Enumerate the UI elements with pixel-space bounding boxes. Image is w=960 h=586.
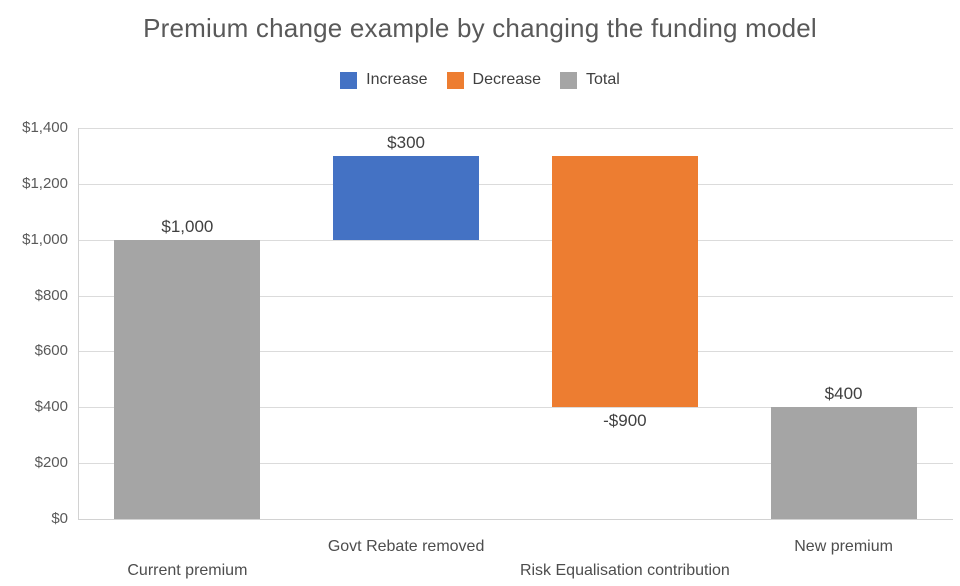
legend-swatch-decrease: [446, 71, 464, 89]
gridline: [78, 128, 953, 129]
legend-item-total: Total: [560, 71, 620, 89]
x-axis-line: [78, 519, 953, 520]
gridline: [78, 239, 953, 241]
legend-label: Decrease: [472, 71, 542, 88]
value-label: $1,000: [161, 216, 214, 236]
legend-label: Total: [586, 71, 620, 88]
category-label: Govt Rebate removed: [327, 538, 485, 555]
y-tick-label: $0: [51, 510, 68, 527]
category-label: Risk Equalisation contribution: [519, 562, 730, 579]
gridline: [78, 463, 953, 465]
category-label: New premium: [794, 538, 893, 555]
gridline: [78, 295, 953, 297]
gridline: [78, 407, 953, 409]
y-tick-label: $200: [34, 454, 68, 472]
bar-decrease: [551, 155, 698, 408]
gridline: [78, 351, 953, 353]
y-tick-label: $1,000: [22, 230, 68, 248]
bar-total: [114, 239, 261, 519]
y-tick-label: $1,400: [22, 119, 68, 136]
y-axis-line: [78, 128, 79, 519]
value-label: -$900: [603, 411, 647, 431]
legend-item-increase: Increase: [340, 71, 428, 89]
bar-increase: [333, 155, 480, 240]
legend: Increase Decrease Total: [0, 71, 960, 89]
chart-title: Premium change example by changing the f…: [143, 13, 817, 43]
legend-swatch-increase: [340, 71, 358, 89]
legend-item-decrease: Decrease: [446, 71, 542, 89]
value-label: $300: [387, 132, 425, 152]
y-tick-label: $600: [34, 342, 68, 360]
category-label: Current premium: [127, 562, 248, 579]
gridline: [78, 183, 953, 185]
legend-swatch-total: [560, 71, 578, 89]
y-tick-label: $400: [34, 398, 68, 416]
y-tick-label: $1,200: [22, 174, 68, 192]
legend-label: Increase: [366, 71, 428, 88]
bar-total: [770, 407, 917, 519]
value-label: $400: [824, 384, 863, 404]
y-tick-label: $800: [34, 286, 68, 304]
